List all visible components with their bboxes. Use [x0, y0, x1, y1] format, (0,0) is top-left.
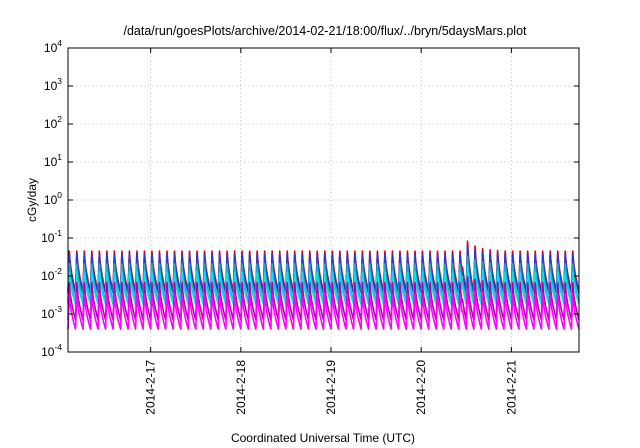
y-tick-label: 100 [44, 190, 62, 207]
y-tick-label: 10-2 [41, 266, 62, 283]
x-axis: 2014-2-17 2014-2-18 2014-2-19 2014-2-20 2014… [144, 48, 518, 415]
x-tick-label: 2014-2-18 [234, 360, 248, 415]
y-tick-label: 101 [44, 152, 62, 169]
y-axis-label: cGy/day [25, 178, 39, 222]
x-tick-label: 2014-2-19 [324, 360, 338, 415]
y-tick-label: 103 [44, 76, 62, 93]
y-tick-label: 104 [44, 38, 62, 55]
y-tick-label: 102 [44, 114, 62, 131]
x-axis-label: Coordinated Universal Time (UTC) [231, 431, 415, 445]
y-tick-label: 10-4 [41, 342, 62, 359]
y-tick-label: 10-3 [41, 304, 62, 321]
y-axis: 10-4 10-3 10-2 10-1 100 101 102 103 104 [41, 38, 579, 359]
x-tick-label: 2014-2-20 [414, 360, 428, 415]
chart-title: /data/run/goesPlots/archive/2014-02-21/1… [123, 24, 527, 38]
x-tick-label: 2014-2-21 [504, 360, 518, 415]
x-tick-label: 2014-2-17 [144, 360, 158, 415]
series-line [67, 288, 580, 330]
plot-series [67, 240, 580, 330]
y-tick-label: 10-1 [41, 228, 62, 245]
